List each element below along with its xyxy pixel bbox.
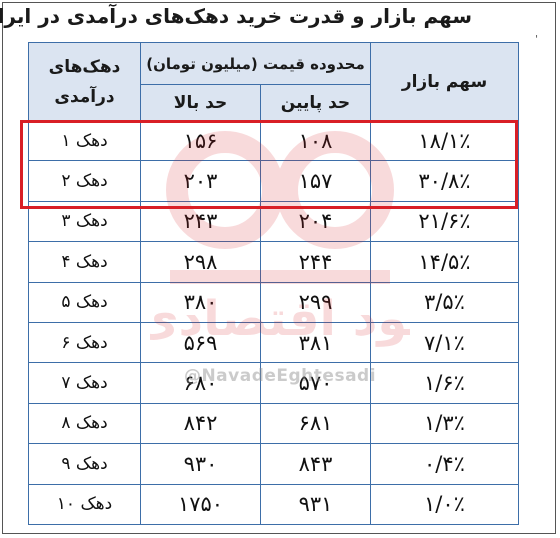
lower-bound-cell: ۶۸۱: [260, 402, 371, 445]
decile-cell: دهک ۱۰: [28, 483, 141, 525]
market-share-cell: ۳۰/۸٪: [370, 160, 519, 202]
decile-cell: دهک ۶: [28, 321, 141, 364]
corner-mark: ': [535, 34, 538, 45]
upper-bound-cell: ۹۳۰: [140, 443, 261, 485]
lower-bound-cell: ۲۰۴: [260, 200, 371, 243]
decile-cell: دهک ۳: [28, 200, 141, 243]
market-share-cell: ۱/۰٪: [370, 483, 519, 525]
table-row: ۷/۱٪ ۳۸۱ ۵۶۹ دهک ۶: [28, 321, 519, 364]
table-row: ۳/۵٪ ۲۹۹ ۳۸۰ دهک ۵: [28, 281, 519, 323]
decile-cell: دهک ۲: [28, 160, 141, 202]
table-row: ۱/۶٪ ۵۷۰ ۶۸۰ دهک ۷: [28, 362, 519, 404]
decile-cell: دهک ۱: [28, 119, 141, 162]
market-share-cell: ۱۸/۱٪: [370, 119, 519, 162]
table-row: ۱۸/۱٪ ۱۰۸ ۱۵۶ دهک ۱: [28, 119, 519, 162]
upper-bound-cell: ۱۷۵۰: [140, 483, 261, 525]
upper-bound-cell: ۳۸۰: [140, 281, 261, 323]
upper-bound-cell: ۲۰۳: [140, 160, 261, 202]
lower-bound-cell: ۲۴۴: [260, 241, 371, 283]
decile-cell: دهک ۵: [28, 281, 141, 323]
deciles-header-line1: دهک‌های: [48, 56, 121, 77]
market-share-cell: ۳/۵٪: [370, 281, 519, 323]
lower-bound-cell: ۱۰۸: [260, 119, 371, 162]
decile-cell: دهک ۴: [28, 241, 141, 283]
decile-cell: دهک ۸: [28, 402, 141, 445]
market-share-cell: ۱/۶٪: [370, 362, 519, 404]
market-share-cell: ۷/۱٪: [370, 321, 519, 364]
decile-cell: دهک ۷: [28, 362, 141, 404]
upper-bound-cell: ۶۸۰: [140, 362, 261, 404]
deciles-header: دهک‌های درآمدی: [28, 42, 141, 121]
upper-bound-cell: ۵۶۹: [140, 321, 261, 364]
market-share-cell: ۱/۳٪: [370, 402, 519, 445]
table-row: ۱/۰٪ ۹۳۱ ۱۷۵۰ دهک ۱۰: [28, 483, 519, 525]
lower-bound-cell: ۹۳۱: [260, 483, 371, 525]
lower-bound-cell: ۲۹۹: [260, 281, 371, 323]
table-row: ۱۴/۵٪ ۲۴۴ ۲۹۸ دهک ۴: [28, 241, 519, 283]
lower-bound-cell: ۵۷۰: [260, 362, 371, 404]
table-row: ۲۱/۶٪ ۲۰۴ ۲۴۳ دهک ۳: [28, 200, 519, 243]
upper-bound-cell: ۲۹۸: [140, 241, 261, 283]
decile-cell: دهک ۹: [28, 443, 141, 485]
upper-bound-cell: ۱۵۶: [140, 119, 261, 162]
market-share-cell: ۱۴/۵٪: [370, 241, 519, 283]
table-row: ۰/۴٪ ۸۴۳ ۹۳۰ دهک ۹: [28, 443, 519, 485]
market-share-cell: ۰/۴٪: [370, 443, 519, 485]
market-share-cell: ۲۱/۶٪: [370, 200, 519, 243]
image-frame: [2, 2, 556, 534]
upper-bound-header: حد بالا: [140, 84, 261, 121]
lower-bound-header: حد پایین: [260, 84, 371, 121]
lower-bound-cell: ۱۵۷: [260, 160, 371, 202]
market-share-table: سهم بازار محدوده قیمت (میلیون تومان) دهک…: [28, 42, 519, 525]
deciles-header-line2: درآمدی: [54, 86, 115, 107]
upper-bound-cell: ۲۴۳: [140, 200, 261, 243]
upper-bound-cell: ۸۴۲: [140, 402, 261, 445]
page-title: سهم بازار و قدرت خرید دهک‌های درآمدی در …: [0, 4, 472, 28]
lower-bound-cell: ۸۴۳: [260, 443, 371, 485]
lower-bound-cell: ۳۸۱: [260, 321, 371, 364]
market-share-header: سهم بازار: [370, 42, 519, 121]
table-row: ۱/۳٪ ۶۸۱ ۸۴۲ دهک ۸: [28, 402, 519, 445]
table-body: ۱۸/۱٪ ۱۰۸ ۱۵۶ دهک ۱ ۳۰/۸٪ ۱۵۷ ۲۰۳ دهک ۲ ۲۱/۶٪ ۲۰۴…: [28, 119, 519, 525]
price-range-header: محدوده قیمت (میلیون تومان): [140, 42, 371, 85]
header-row-1: سهم بازار محدوده قیمت (میلیون تومان) دهک…: [28, 42, 519, 121]
table-row: ۳۰/۸٪ ۱۵۷ ۲۰۳ دهک ۲: [28, 160, 519, 202]
